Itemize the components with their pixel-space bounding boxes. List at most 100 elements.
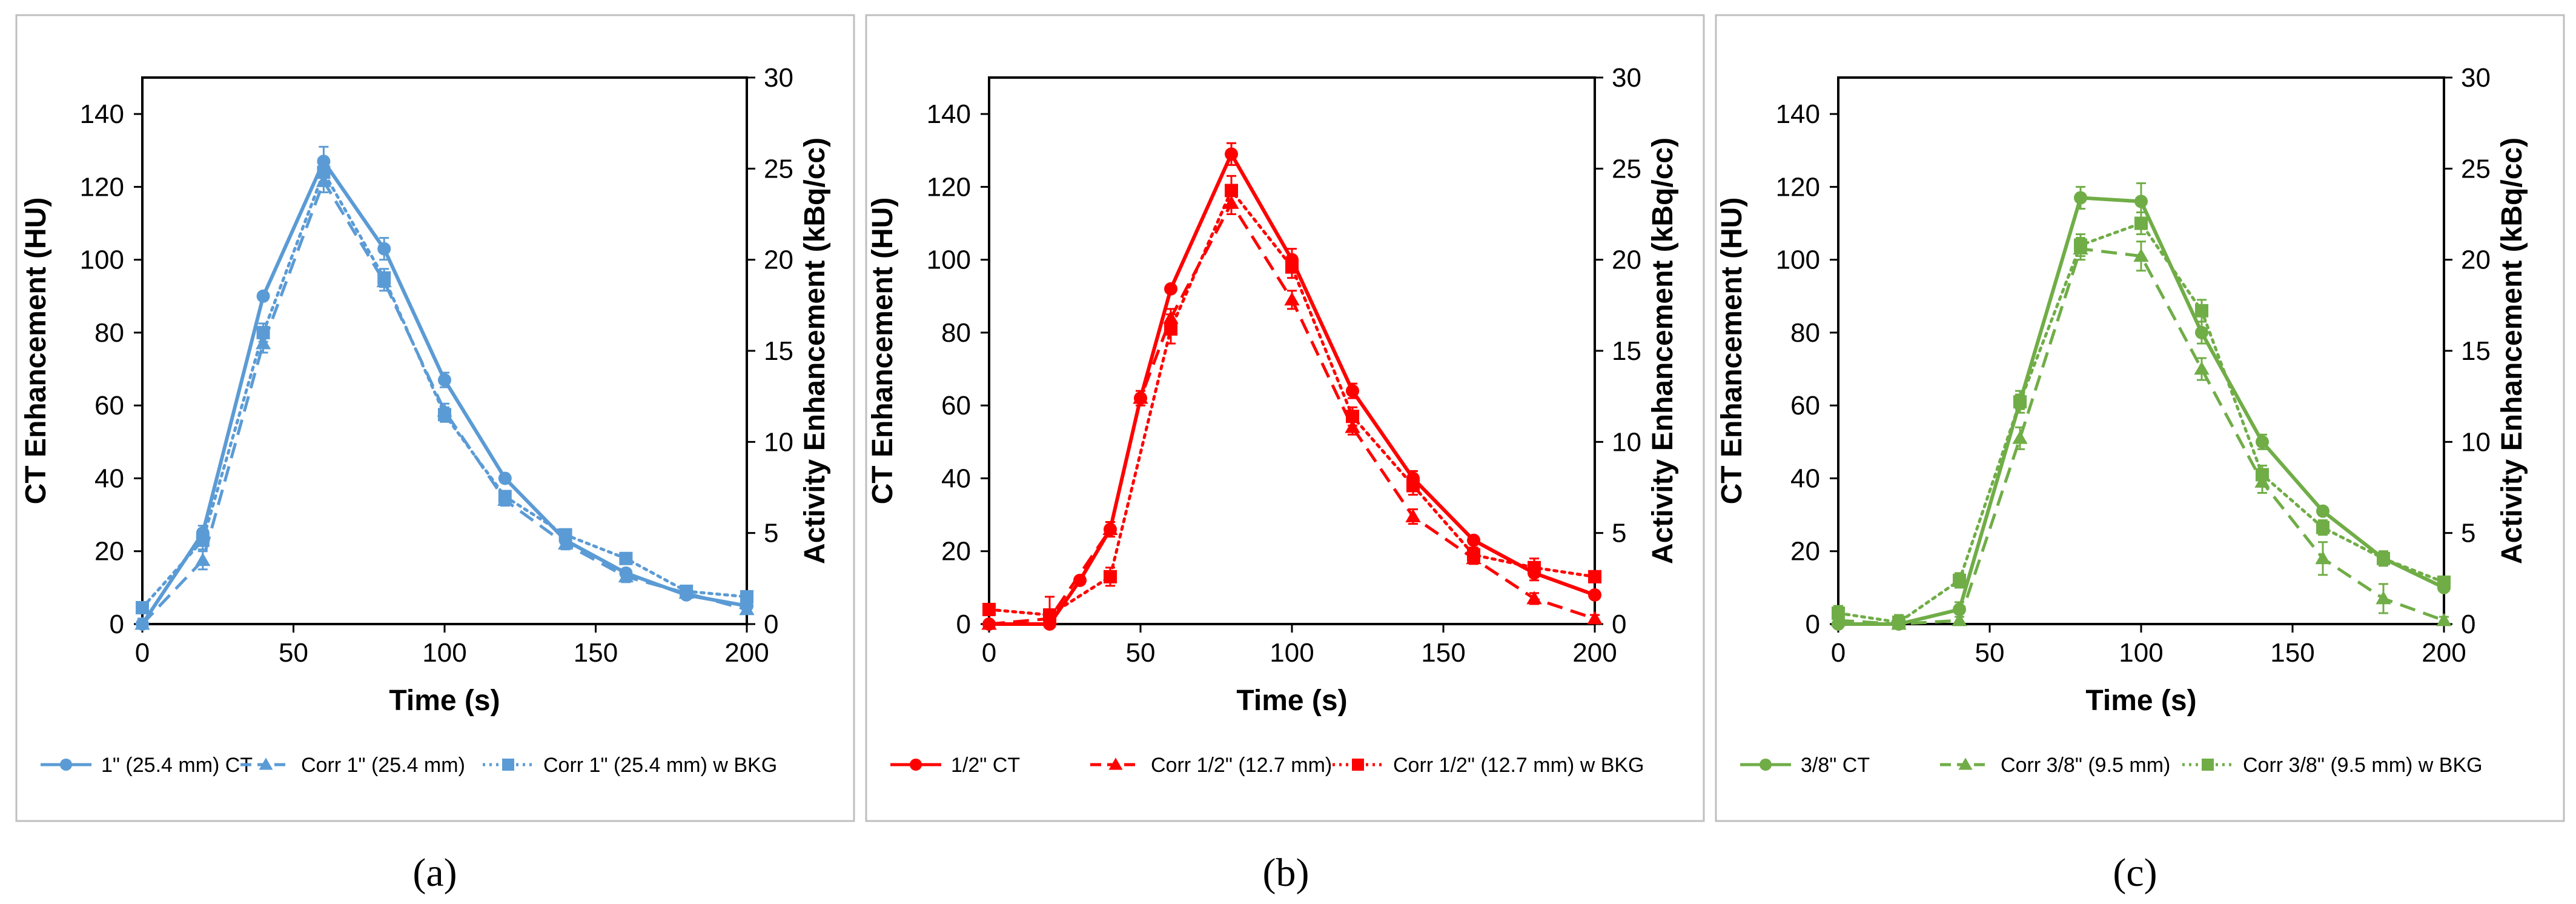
data-point-square [256, 325, 270, 339]
panel-label: (a) [412, 851, 457, 895]
legend-label: 1/2" CT [951, 754, 1020, 777]
x-tick-label: 200 [724, 638, 769, 668]
data-point-circle [2074, 191, 2087, 205]
x-tick-label: 50 [1126, 638, 1156, 668]
y-tick-label: 0 [110, 610, 124, 639]
data-point-square [317, 165, 331, 179]
series-line [141, 179, 747, 625]
data-point-square [2256, 468, 2269, 482]
panel-frame [1715, 14, 2565, 822]
y-tick-label: 80 [941, 318, 971, 348]
legend-marker [60, 759, 72, 771]
data-point-square [2013, 395, 2027, 409]
data-point-square [2195, 304, 2208, 317]
legend-label: Corr 1/2" (12.7 mm) w BKG [1393, 754, 1644, 777]
data-point-square [558, 528, 572, 542]
legend-marker [2202, 759, 2214, 771]
y2-tick-label: 25 [764, 154, 793, 184]
data-point-triangle [195, 553, 211, 567]
series-square-dot [1832, 211, 2451, 629]
data-point-circle [498, 471, 512, 485]
y-tick-label: 100 [927, 245, 971, 275]
series-line [988, 201, 1595, 626]
y-axis-title: CT Enhancement (HU) [867, 198, 899, 505]
y-tick-label: 120 [80, 172, 124, 202]
panel-label: (b) [1263, 851, 1310, 895]
series-square-dot [982, 174, 1601, 625]
x-tick-label: 50 [279, 638, 308, 668]
data-point-square [1588, 570, 1601, 583]
data-point-square [1285, 260, 1299, 274]
y-tick-label: 20 [94, 537, 124, 567]
legend-marker [1352, 759, 1364, 771]
y2-tick-label: 20 [1612, 245, 1641, 275]
series-line [141, 159, 747, 625]
x-axis-title: Time (s) [2085, 685, 2196, 717]
y-tick-label: 140 [80, 99, 124, 129]
legend-marker [910, 759, 922, 771]
data-point-circle [438, 373, 451, 387]
panel-a: 0 50 100 150 2000204060801001201400510152025… [15, 14, 855, 895]
x-tick-label: 0 [1831, 638, 1846, 668]
data-point-circle [1588, 588, 1601, 602]
y2-tick-label: 25 [1612, 154, 1641, 184]
y-tick-label: 120 [1776, 172, 1820, 202]
y2-tick-label: 30 [764, 63, 793, 93]
x-tick-label: 200 [2422, 638, 2466, 668]
data-point-triangle [981, 616, 997, 630]
y2-tick-label: 20 [764, 245, 793, 275]
y-tick-label: 40 [1790, 464, 1820, 493]
panel-frame [15, 14, 855, 822]
x-tick-label: 50 [1975, 638, 2005, 668]
data-point-circle [256, 289, 270, 303]
series-circle-solid [982, 142, 1601, 631]
y-tick-label: 20 [1790, 537, 1820, 567]
data-point-circle [2134, 194, 2148, 208]
y-tick-label: 0 [956, 610, 971, 639]
data-point-square [1528, 560, 1541, 574]
data-point-square [2134, 216, 2148, 230]
data-point-triangle [1102, 522, 1118, 536]
series-line [1836, 222, 2446, 624]
x-tick-label: 150 [574, 638, 618, 668]
data-point-circle [1346, 384, 1359, 398]
data-point-triangle [1587, 611, 1603, 625]
x-axis-title: Time (s) [389, 685, 500, 717]
data-point-triangle [618, 569, 634, 583]
data-point-square [1832, 606, 1845, 620]
data-point-triangle [1405, 508, 1421, 522]
plot-area [141, 76, 748, 625]
y2-axis-title: Activity Enhancement (kBq/cc) [1647, 138, 1679, 564]
y-tick-label: 140 [1776, 99, 1820, 129]
legend-item: Corr 1/2" (12.7 mm) w BKG [1333, 754, 1644, 777]
y2-tick-label: 10 [1612, 427, 1641, 457]
y2-tick-label: 15 [1612, 336, 1641, 366]
legend-marker [1760, 759, 1772, 771]
plot-area [988, 76, 1596, 625]
series-square-dot [136, 160, 753, 614]
data-point-triangle [1133, 390, 1148, 404]
data-point-square [438, 408, 451, 422]
data-point-square [2377, 551, 2390, 565]
x-tick-label: 100 [422, 638, 466, 668]
data-point-square [2316, 520, 2329, 534]
y2-axis-title: Activity Enhancement (kBq/cc) [2496, 138, 2528, 564]
data-point-circle [1164, 282, 1177, 296]
data-point-triangle [2376, 591, 2391, 605]
y-tick-label: 40 [941, 464, 971, 493]
series-triangle-dash [1830, 237, 2452, 630]
y2-tick-label: 10 [764, 427, 793, 457]
data-point-square [680, 584, 694, 598]
data-point-square [619, 551, 633, 565]
series-line [989, 152, 1596, 626]
data-point-circle [2256, 435, 2269, 449]
y2-tick-label: 5 [1612, 519, 1626, 548]
data-point-triangle [2194, 361, 2210, 375]
data-point-triangle [1952, 613, 1967, 626]
data-point-square [982, 602, 996, 616]
data-point-circle [1225, 147, 1238, 161]
y2-tick-label: 10 [2461, 427, 2491, 457]
legend-marker [1958, 757, 1973, 770]
data-point-circle [2316, 504, 2329, 518]
